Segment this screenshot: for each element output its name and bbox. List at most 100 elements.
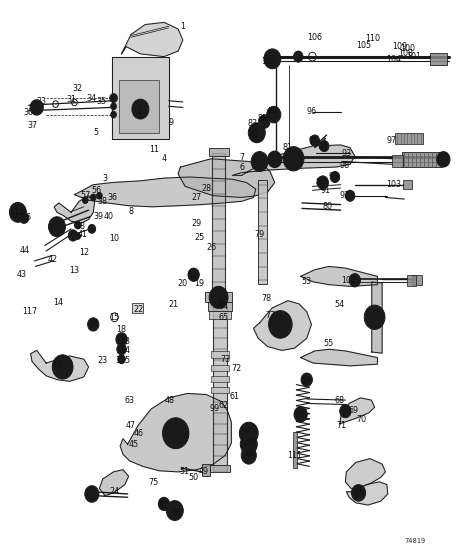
Circle shape xyxy=(319,140,329,152)
Text: 28: 28 xyxy=(201,184,211,193)
Circle shape xyxy=(301,373,312,386)
Text: 46: 46 xyxy=(134,428,144,438)
Text: 110: 110 xyxy=(365,34,380,43)
Text: 18: 18 xyxy=(117,325,127,335)
Bar xyxy=(213,302,227,471)
Circle shape xyxy=(437,152,450,167)
Text: 27: 27 xyxy=(192,193,202,202)
Text: 7: 7 xyxy=(239,153,244,162)
Text: 44: 44 xyxy=(20,246,30,255)
Text: 117: 117 xyxy=(22,307,37,316)
Polygon shape xyxy=(54,196,95,223)
Bar xyxy=(402,152,442,167)
Text: 115: 115 xyxy=(115,356,130,365)
Circle shape xyxy=(340,405,351,418)
Circle shape xyxy=(240,435,257,454)
Bar xyxy=(407,275,416,286)
Text: 111: 111 xyxy=(287,451,302,460)
Text: 15: 15 xyxy=(109,313,119,322)
Polygon shape xyxy=(121,22,183,57)
Text: 54: 54 xyxy=(335,300,345,309)
Text: 100: 100 xyxy=(400,44,415,53)
Text: 56: 56 xyxy=(91,186,101,195)
Circle shape xyxy=(283,147,304,171)
Text: 60: 60 xyxy=(245,448,255,458)
Text: 63: 63 xyxy=(125,396,135,405)
Text: 50: 50 xyxy=(189,473,199,482)
Text: 40: 40 xyxy=(104,212,114,221)
Circle shape xyxy=(352,485,365,501)
Text: 8: 8 xyxy=(128,206,134,216)
Text: 52: 52 xyxy=(187,272,197,281)
Circle shape xyxy=(117,344,126,355)
Circle shape xyxy=(88,224,96,233)
Text: 57: 57 xyxy=(80,191,91,200)
Text: 25: 25 xyxy=(194,233,204,242)
Polygon shape xyxy=(100,470,128,496)
Polygon shape xyxy=(31,350,89,381)
Bar xyxy=(211,351,229,357)
Circle shape xyxy=(248,123,265,143)
Circle shape xyxy=(88,318,99,331)
Text: 29: 29 xyxy=(192,219,202,228)
Circle shape xyxy=(9,203,27,223)
Text: 76: 76 xyxy=(217,300,227,309)
Polygon shape xyxy=(301,349,377,366)
Bar xyxy=(212,153,225,297)
Text: 84: 84 xyxy=(267,107,277,117)
Text: 85: 85 xyxy=(258,114,268,123)
Text: 51: 51 xyxy=(179,467,189,476)
Text: 83: 83 xyxy=(247,119,257,128)
Circle shape xyxy=(209,286,228,309)
Text: 101: 101 xyxy=(406,52,421,61)
Circle shape xyxy=(330,171,340,183)
Text: 3: 3 xyxy=(102,174,108,183)
Bar xyxy=(412,275,422,285)
Circle shape xyxy=(346,190,355,201)
Text: 53: 53 xyxy=(301,278,312,286)
Text: 88: 88 xyxy=(75,222,85,231)
Text: 17: 17 xyxy=(52,362,62,371)
Circle shape xyxy=(111,112,117,118)
Bar xyxy=(258,180,267,284)
Text: 109: 109 xyxy=(392,42,407,51)
Text: 43: 43 xyxy=(16,270,26,279)
Text: 45: 45 xyxy=(128,440,138,449)
Circle shape xyxy=(116,332,127,346)
Text: 21: 21 xyxy=(168,300,178,309)
Text: 34: 34 xyxy=(87,94,97,103)
Polygon shape xyxy=(254,301,311,350)
Text: 33: 33 xyxy=(36,97,46,107)
Polygon shape xyxy=(74,177,256,207)
Text: 10: 10 xyxy=(109,234,119,243)
Circle shape xyxy=(188,268,199,281)
Text: 106: 106 xyxy=(307,33,322,42)
Bar xyxy=(211,387,229,393)
Polygon shape xyxy=(178,159,275,198)
Text: 70: 70 xyxy=(357,416,367,425)
Text: 81: 81 xyxy=(283,143,293,152)
Bar xyxy=(211,365,229,371)
Text: 42: 42 xyxy=(47,255,57,264)
Circle shape xyxy=(158,497,170,511)
Bar xyxy=(119,80,159,133)
Text: 102: 102 xyxy=(342,276,357,285)
Text: 82: 82 xyxy=(250,130,260,139)
Circle shape xyxy=(111,103,117,110)
Circle shape xyxy=(82,197,88,204)
Text: 62: 62 xyxy=(219,401,229,410)
Text: 78: 78 xyxy=(261,294,271,303)
Circle shape xyxy=(91,194,96,201)
Text: 116: 116 xyxy=(17,213,31,223)
Circle shape xyxy=(48,217,65,236)
Text: 14: 14 xyxy=(53,298,63,307)
Text: 97: 97 xyxy=(386,136,397,145)
Text: 92: 92 xyxy=(339,191,349,200)
Text: 91: 91 xyxy=(320,186,331,195)
Bar xyxy=(395,133,423,144)
Bar xyxy=(403,180,412,189)
Text: 67: 67 xyxy=(300,377,310,386)
Text: 36: 36 xyxy=(107,193,117,202)
Text: 86: 86 xyxy=(172,508,182,517)
Text: 65: 65 xyxy=(219,313,229,322)
